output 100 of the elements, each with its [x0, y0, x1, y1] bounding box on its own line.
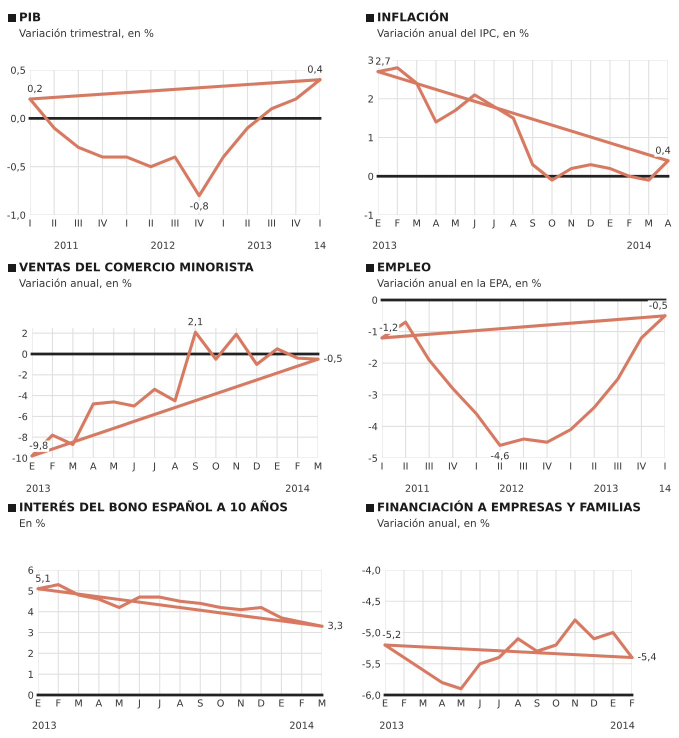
x-tick-label: J — [492, 219, 494, 228]
x-tick-label: I — [222, 219, 224, 227]
data-label: -9,8 — [30, 442, 48, 450]
x-tick-label: II — [592, 462, 596, 470]
data-label: 0,2 — [28, 84, 42, 94]
text: 2012 — [500, 484, 524, 492]
chart-title: FINANCIACIÓN A EMPRESAS Y FAMILIAS — [378, 500, 640, 512]
data-label: -4,6 — [490, 452, 509, 460]
y-tick-label: 2 — [368, 95, 373, 102]
x-tick-label: M — [420, 699, 426, 707]
x-tick-label: IV — [292, 219, 301, 227]
y-tick-label: -6 — [18, 412, 28, 420]
text: 2013 — [380, 722, 404, 729]
text: 2014 — [610, 722, 634, 729]
x-tick-label: II — [52, 219, 56, 227]
x-tick-label: O — [217, 699, 224, 707]
x-tick-label: D — [254, 462, 260, 470]
data-label: -0,5 — [324, 354, 342, 364]
data-label: 0,4 — [308, 65, 322, 74]
data-label: -0,8 — [190, 202, 208, 211]
x-tick-label: A — [438, 699, 446, 707]
x-tick-label: J — [137, 699, 140, 708]
data-label: 5,1 — [36, 574, 50, 583]
x-tick-label: A — [432, 219, 440, 227]
y-tick-label: 0 — [22, 350, 28, 358]
y-tick-label: -2 — [368, 360, 377, 367]
y-tick-label: -8 — [18, 434, 28, 442]
chart-subtitle: Variación trimestral, en % — [19, 28, 154, 38]
x-tick-label: J — [478, 699, 480, 708]
y-tick-label: 1 — [368, 134, 373, 142]
x-tick-label: M — [458, 699, 464, 707]
x-tick-label: J — [497, 699, 500, 708]
y-tick-label: -2 — [18, 371, 27, 378]
x-tick-label: D — [591, 699, 598, 707]
x-tick-label: III — [426, 462, 433, 470]
data-label: 0,4 — [656, 146, 670, 155]
x-tick-label: F — [300, 699, 304, 707]
y-tick-label: -5 — [368, 454, 377, 462]
x-tick-label: M — [116, 699, 122, 707]
text: 2013 — [594, 484, 618, 492]
x-tick-label: O — [548, 219, 556, 227]
x-tick-label: IV — [195, 219, 204, 227]
x-tick-label: E — [36, 699, 40, 707]
data-label: -5,4 — [638, 653, 656, 662]
y-tick-label: 0 — [28, 691, 34, 699]
y-tick-label: -4,5 — [362, 598, 380, 606]
text: 14 — [660, 484, 671, 492]
text: 2013 — [372, 242, 396, 249]
x-tick-label: F — [630, 699, 634, 707]
x-tick-label: N — [572, 699, 578, 707]
x-tick-label: IV — [98, 219, 108, 227]
x-tick-label: M — [645, 219, 652, 227]
text: 2011 — [54, 242, 78, 249]
data-label: 2,1 — [188, 318, 202, 326]
x-tick-label: A — [514, 699, 522, 707]
x-tick-label: M — [314, 462, 322, 470]
x-tick-label: E — [30, 462, 34, 470]
x-tick-label: A — [172, 462, 178, 470]
y-tick-label: -1 — [364, 212, 373, 219]
text: 2014 — [290, 722, 314, 729]
chart-title: INFLACIÓN — [378, 10, 448, 22]
x-tick-label: N — [238, 699, 244, 707]
y-tick-label: 2 — [28, 650, 33, 658]
x-tick-label: E — [608, 219, 612, 227]
y-tick-label: -4 — [18, 392, 28, 400]
x-tick-label: I — [476, 462, 477, 470]
x-tick-label: III — [520, 462, 527, 470]
chart-subtitle: En % — [20, 519, 45, 528]
x-tick-label: A — [90, 462, 97, 470]
x-tick-label: F — [402, 699, 406, 707]
x-tick-label: J — [132, 462, 135, 472]
x-tick-label: A — [664, 219, 672, 227]
x-tick-label: II — [246, 219, 250, 227]
x-tick-label: I — [664, 462, 666, 470]
x-tick-label: A — [510, 219, 517, 227]
chart-subtitle: Variación anual, en % — [377, 518, 490, 528]
text: 2014 — [627, 242, 651, 249]
x-tick-label: O — [552, 699, 560, 707]
x-tick-label: I — [570, 462, 572, 470]
x-tick-label: M — [452, 219, 459, 227]
y-tick-label: -6,0 — [362, 691, 380, 700]
x-tick-label: II — [148, 219, 153, 227]
x-tick-label: E — [610, 699, 616, 707]
x-tick-label: II — [404, 462, 408, 470]
x-tick-label: S — [192, 462, 198, 470]
y-tick-label: 0,5 — [11, 66, 25, 75]
x-tick-label: J — [158, 699, 160, 708]
y-tick-label: 3 — [28, 628, 34, 636]
x-tick-label: III — [74, 219, 82, 227]
x-tick-label: IV — [448, 462, 458, 470]
x-tick-label: S — [534, 699, 540, 707]
x-tick-label: A — [176, 699, 184, 707]
x-tick-label: M — [318, 699, 326, 707]
text: 2012 — [151, 242, 174, 249]
x-tick-label: D — [588, 219, 594, 227]
text: 2013 — [32, 722, 56, 729]
y-tick-label: 5 — [28, 587, 33, 595]
x-tick-label: M — [70, 462, 76, 470]
text: 2014 — [286, 484, 310, 492]
x-tick-label: N — [568, 219, 574, 227]
